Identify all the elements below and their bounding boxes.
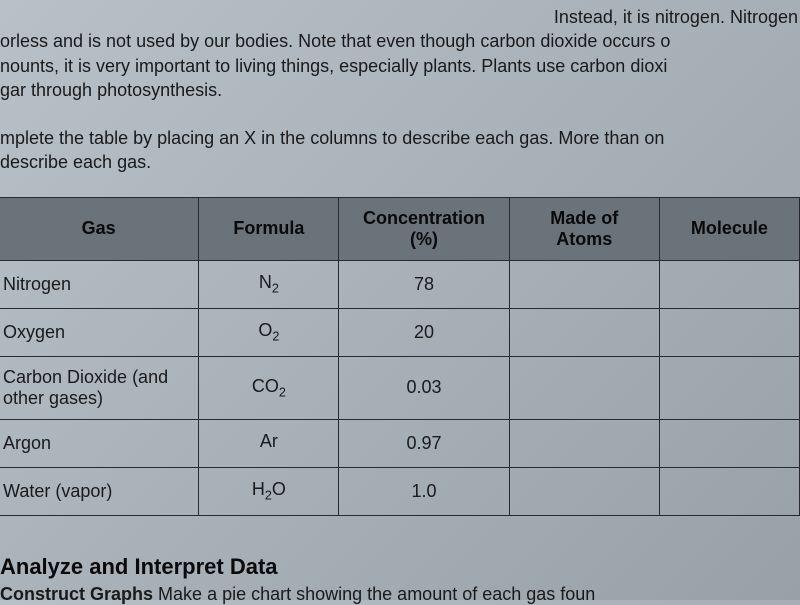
gas-table-wrapper: Gas Formula Concentration (%) Made of At… xyxy=(0,197,800,516)
table-body: Nitrogen N2 78 Oxygen O2 20 Carbon Dioxi… xyxy=(0,260,800,515)
instruction-body: mplete the table by placing an X in the … xyxy=(0,126,800,175)
cell-atoms[interactable] xyxy=(509,356,659,419)
formula-sub: 2 xyxy=(279,386,286,400)
atoms-label-2: Atoms xyxy=(556,229,612,249)
cell-molecule[interactable] xyxy=(659,467,799,515)
formula-sub: 2 xyxy=(272,282,279,296)
concentration-label-2: (%) xyxy=(410,229,438,249)
header-concentration: Concentration (%) xyxy=(339,197,509,260)
table-row: Carbon Dioxide (and other gases) CO2 0.0… xyxy=(0,356,800,419)
formula-base: Ar xyxy=(260,431,278,451)
header-molecule: Molecule xyxy=(659,197,799,260)
cell-formula: CO2 xyxy=(199,356,339,419)
section-heading: Analyze and Interpret Data xyxy=(0,554,800,580)
cell-atoms[interactable] xyxy=(509,419,659,467)
formula-base: CO xyxy=(252,376,279,396)
section-subtext: Construct Graphs Make a pie chart showin… xyxy=(0,584,800,605)
formula-sub: 2 xyxy=(272,330,279,344)
cell-formula: O2 xyxy=(199,308,339,356)
header-gas: Gas xyxy=(0,197,199,260)
cell-atoms[interactable] xyxy=(509,467,659,515)
subtext-tail: Make a pie chart showing the amount of e… xyxy=(158,584,595,604)
table-row: Oxygen O2 20 xyxy=(0,308,800,356)
table-row: Water (vapor) H2O 1.0 xyxy=(0,467,800,515)
formula-base: H xyxy=(252,479,265,499)
table-header-row: Gas Formula Concentration (%) Made of At… xyxy=(0,197,800,260)
cell-gas: Oxygen xyxy=(0,308,199,356)
cell-formula: Ar xyxy=(199,419,339,467)
cell-gas: Water (vapor) xyxy=(0,467,199,515)
header-atoms: Made of Atoms xyxy=(509,197,659,260)
cell-concentration: 78 xyxy=(339,260,509,308)
cell-concentration: 20 xyxy=(339,308,509,356)
cell-gas: Carbon Dioxide (and other gases) xyxy=(0,356,199,419)
cell-molecule[interactable] xyxy=(659,356,799,419)
cell-gas: Argon xyxy=(0,419,199,467)
paragraph-body: orless and is not used by our bodies. No… xyxy=(0,29,800,102)
cell-atoms[interactable] xyxy=(509,308,659,356)
cell-atoms[interactable] xyxy=(509,260,659,308)
gas-table: Gas Formula Concentration (%) Made of At… xyxy=(0,197,800,516)
table-row: Argon Ar 0.97 xyxy=(0,419,800,467)
formula-suffix: O xyxy=(272,479,286,499)
formula-base: O xyxy=(258,320,272,340)
formula-base: N xyxy=(259,272,272,292)
paragraph-line-0: Instead, it is nitrogen. Nitrogen xyxy=(0,5,800,29)
cell-concentration: 0.03 xyxy=(339,356,509,419)
intro-paragraph: Instead, it is nitrogen. Nitrogen orless… xyxy=(0,5,800,102)
instruction-text: mplete the table by placing an X in the … xyxy=(0,126,800,175)
cell-gas: Nitrogen xyxy=(0,260,199,308)
table-row: Nitrogen N2 78 xyxy=(0,260,800,308)
cell-formula: H2O xyxy=(199,467,339,515)
cell-molecule[interactable] xyxy=(659,419,799,467)
cell-concentration: 0.97 xyxy=(339,419,509,467)
cell-molecule[interactable] xyxy=(659,260,799,308)
concentration-label-1: Concentration xyxy=(363,208,485,228)
cell-formula: N2 xyxy=(199,260,339,308)
atoms-label-1: Made of xyxy=(550,208,618,228)
cell-concentration: 1.0 xyxy=(339,467,509,515)
header-formula: Formula xyxy=(199,197,339,260)
cell-molecule[interactable] xyxy=(659,308,799,356)
formula-sub: 2 xyxy=(265,489,272,503)
